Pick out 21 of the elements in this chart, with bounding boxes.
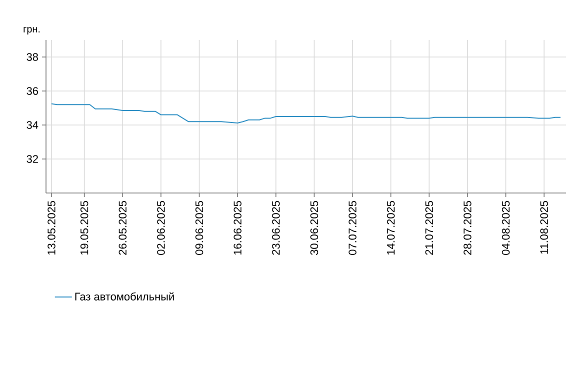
y-axis-title: грн.	[24, 27, 40, 34]
x-tick-label: 30.06.2025	[310, 201, 318, 255]
x-tick-label: 28.07.2025	[464, 201, 472, 255]
y-tick-label: 32	[26, 155, 38, 163]
y-tick-label: 38	[26, 53, 38, 61]
legend-label: Газ автомобильный	[75, 292, 174, 300]
x-tick-label: 23.06.2025	[272, 201, 280, 255]
line-series	[50, 103, 562, 124]
x-tick-label: 11.08.2025	[540, 200, 548, 254]
x-tick-label: 09.06.2025	[195, 201, 204, 255]
x-tick-label: 13.05.2025	[48, 201, 56, 255]
x-tick-label: 16.06.2025	[234, 201, 242, 255]
x-tick-label: 02.06.2025	[157, 201, 165, 255]
x-tick-label: 21.07.2025	[425, 201, 434, 255]
x-tick-label: 26.05.2025	[118, 201, 127, 255]
x-tick-label: 04.08.2025	[502, 201, 510, 255]
x-tick-label: 07.07.2025	[348, 201, 356, 255]
y-tick-label: 34	[26, 121, 38, 129]
x-tick-label: 19.05.2025	[80, 201, 88, 255]
y-tick-label: 36	[26, 87, 38, 95]
x-tick-label: 14.07.2025	[386, 201, 395, 255]
